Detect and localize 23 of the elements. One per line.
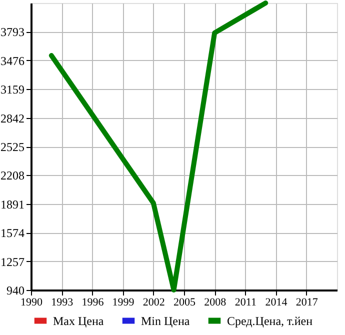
x-tick-label: 1990 — [20, 296, 43, 308]
y-tick-label: 2208 — [0, 168, 24, 183]
x-tick-label: 1996 — [82, 296, 104, 308]
y-tick-label: 1891 — [0, 197, 24, 212]
y-tick-label: 1574 — [0, 226, 24, 240]
x-tick-label: 2011 — [234, 296, 256, 308]
x-tick-label: 1999 — [112, 296, 135, 308]
y-tick-label: 3476 — [0, 54, 24, 68]
y-tick-label: 2842 — [0, 111, 24, 126]
x-tick-label: 2008 — [204, 296, 227, 308]
y-tick-label: 2525 — [0, 140, 24, 154]
y-tick-label: 1257 — [0, 254, 24, 269]
legend-label: Min Цена — [141, 314, 190, 328]
x-tick-label: 2002 — [142, 296, 165, 308]
legend-label: Max Цена — [53, 314, 104, 328]
x-tick-label: 2005 — [174, 296, 196, 308]
y-tick-label: 3159 — [0, 82, 24, 97]
y-tick-label: 3793 — [0, 25, 24, 40]
x-tick-label: 2014 — [265, 296, 288, 308]
x-tick-label: 2017 — [296, 296, 318, 308]
legend-label: Сред.Цена, т.йен — [227, 314, 314, 328]
y-tick-label: 940 — [6, 284, 24, 298]
x-tick-label: 1993 — [51, 296, 74, 308]
